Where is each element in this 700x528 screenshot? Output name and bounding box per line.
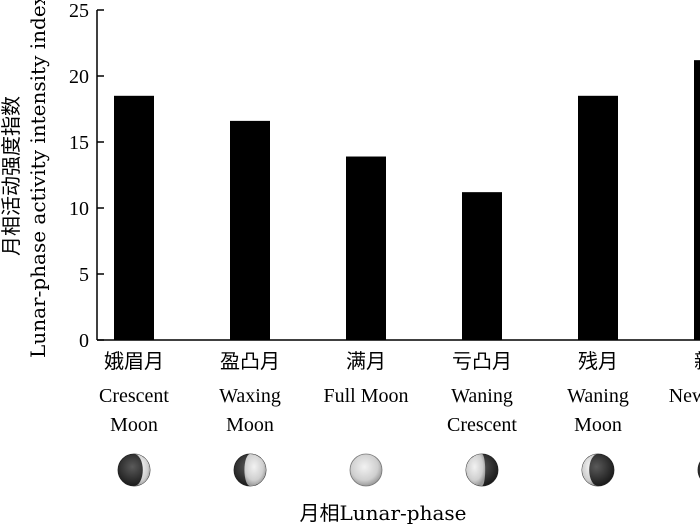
x-category-en-0-0: Crescent xyxy=(99,385,169,407)
y-axis-title-line1: 月相活动强度指数 xyxy=(0,96,23,256)
moon-lit-part xyxy=(244,454,266,486)
bar-2 xyxy=(346,156,386,340)
bar-0 xyxy=(114,95,154,340)
full-moon-icon xyxy=(349,453,383,487)
x-category-en-1-0: Waxing xyxy=(219,385,281,407)
x-category-en-1-1: Moon xyxy=(226,414,274,436)
x-category-en-3-0: Waning xyxy=(451,385,513,407)
x-category-en-4-0: Waning xyxy=(567,385,629,407)
moon-phase-icons xyxy=(117,453,700,487)
waning-crescent-moon-icon xyxy=(581,453,615,487)
x-category-zh-2: 满月 xyxy=(346,350,386,373)
x-category-zh-1: 盈凸月 xyxy=(220,351,280,373)
y-tick-label-0: 0 xyxy=(79,330,89,352)
moon-lit-part xyxy=(582,454,598,486)
moon-lit-part xyxy=(466,454,486,486)
y-tick-label-3: 15 xyxy=(69,132,89,154)
x-category-zh-0: 娥眉月 xyxy=(104,350,164,373)
waning-gibbous-moon-icon xyxy=(465,453,499,487)
bar-3 xyxy=(462,192,502,340)
y-tick-label-4: 20 xyxy=(69,66,89,88)
y-tick-label-5: 25 xyxy=(69,0,89,22)
x-category-en-2-0: Full Moon xyxy=(323,385,408,407)
y-tick-label-2: 10 xyxy=(69,198,89,220)
x-category-zh-4: 残月 xyxy=(578,350,618,373)
x-category-en-0-1: Moon xyxy=(110,414,158,436)
axes-group: 0 5 10 15 20 25 xyxy=(69,0,700,352)
moon-lit-part xyxy=(134,454,150,486)
bar-4 xyxy=(578,95,618,340)
y-axis-title-line2: Lunar-phase activity intensity index xyxy=(26,0,50,358)
x-category-en-4-1: Moon xyxy=(574,414,622,436)
moon-disc xyxy=(349,453,383,487)
waxing-crescent-moon-icon xyxy=(117,453,151,487)
x-category-zh-3: 亏凸月 xyxy=(452,351,512,373)
bar-1 xyxy=(230,120,270,340)
x-category-labels: 娥眉月 Crescent Moon 盈凸月 Waxing Moon 满月 Full Moon 亏… xyxy=(99,350,700,436)
x-category-zh-5: 新月 xyxy=(694,350,700,373)
y-tick-label-1: 5 xyxy=(79,264,89,286)
x-axis-title: 月相Lunar-phase xyxy=(300,501,467,525)
waxing-gibbous-moon-icon xyxy=(233,453,267,487)
bar-5 xyxy=(694,60,700,340)
x-category-en-5-0: New Moon xyxy=(669,385,700,407)
x-category-en-3-1: Crescent xyxy=(447,414,517,436)
bars-group xyxy=(114,60,700,340)
